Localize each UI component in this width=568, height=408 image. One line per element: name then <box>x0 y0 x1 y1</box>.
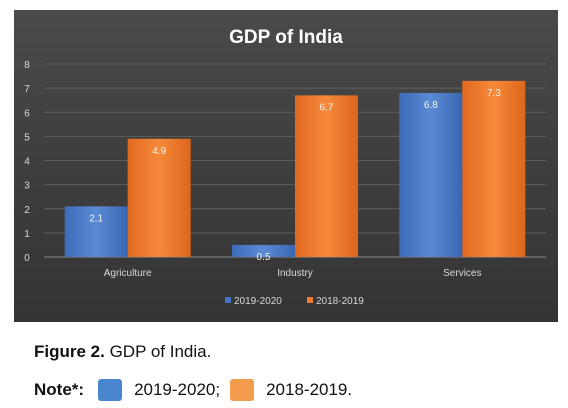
category-label: Industry <box>277 268 313 279</box>
bar-services-2018-2019 <box>462 80 526 257</box>
data-label: 7.3 <box>487 88 501 99</box>
y-tick-label: 6 <box>24 108 30 119</box>
y-tick-label: 0 <box>24 253 30 264</box>
note-swatch-blue <box>98 379 123 401</box>
y-tick-label: 5 <box>24 132 30 143</box>
chart-legend: 2019-2020 2018-2019 <box>225 296 364 307</box>
x-axis-categories: Agriculture Industry Services <box>104 268 482 279</box>
data-labels: 2.1 4.9 0.5 6.7 6.8 7.3 <box>89 88 501 263</box>
y-tick-label: 1 <box>24 229 30 240</box>
data-label: 2.1 <box>89 213 103 224</box>
note-legend: Note*: 2019-2020; 2018-2019. <box>34 378 362 402</box>
note-swatch-orange <box>230 379 255 401</box>
figure-label: Figure 2. <box>34 342 105 361</box>
data-label: 6.8 <box>424 100 438 111</box>
figure-caption: Figure 2. GDP of India. <box>34 342 211 362</box>
bar-agriculture-2018-2019 <box>127 138 191 257</box>
note-entry-2018-2019: 2018-2019. <box>266 380 353 399</box>
gdp-bar-chart: GDP of India 0 1 2 3 4 5 6 7 8 2.1 4.9 0.5 6.7 6.8 7.… <box>24 27 546 307</box>
category-label: Agriculture <box>104 268 152 279</box>
legend-swatch <box>307 297 313 303</box>
y-tick-label: 3 <box>24 181 30 192</box>
legend-swatch <box>225 297 231 303</box>
legend-label: 2019-2020 <box>234 296 282 307</box>
bar-industry-2018-2019 <box>295 95 358 257</box>
y-tick-label: 7 <box>24 84 30 95</box>
note-entry-2019-2020: 2019-2020; <box>134 380 221 399</box>
data-label: 4.9 <box>152 146 166 157</box>
note-label: Note*: <box>34 380 85 399</box>
bars <box>64 80 526 257</box>
bar-services-2019-2020 <box>399 92 463 257</box>
y-axis-ticks: 0 1 2 3 4 5 6 7 8 <box>24 60 30 264</box>
category-label: Services <box>443 268 481 279</box>
chart-panel: GDP of India 0 1 2 3 4 5 6 7 8 2.1 4.9 0.5 6.7 6.8 7.… <box>14 10 558 322</box>
y-tick-label: 8 <box>24 60 30 71</box>
chart-title: GDP of India <box>229 27 343 48</box>
y-tick-label: 2 <box>24 205 30 216</box>
bar-agriculture-2019-2020 <box>64 206 128 257</box>
data-label: 6.7 <box>320 102 334 113</box>
y-tick-label: 4 <box>24 157 30 168</box>
data-label: 0.5 <box>257 252 271 263</box>
legend-label: 2018-2019 <box>316 296 364 307</box>
bar-industry-2019-2020 <box>232 244 295 257</box>
figure-caption-text: GDP of India. <box>104 342 212 361</box>
